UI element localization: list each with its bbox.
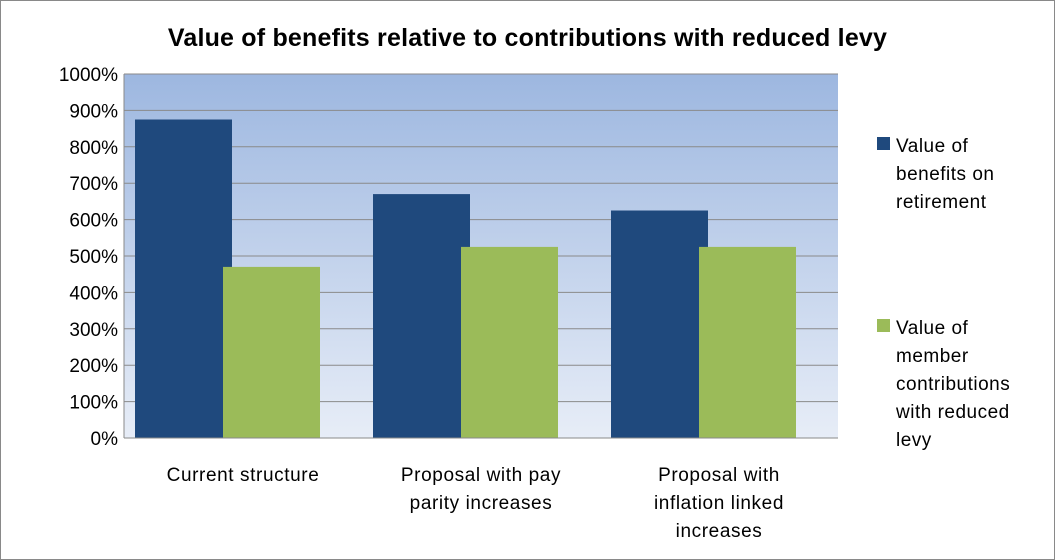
legend-swatch bbox=[877, 137, 890, 150]
y-tick-label: 600% bbox=[69, 211, 118, 232]
legend-label: Value of bbox=[896, 136, 969, 157]
y-axis-tick-labels: 0% 100% 200% 300% 400% 500% 600% 700% 800% 900% 10… bbox=[59, 65, 118, 450]
axes bbox=[123, 74, 838, 439]
bar-series-1 bbox=[373, 194, 470, 438]
bar-series-2 bbox=[699, 246, 796, 438]
y-tick-label: 500% bbox=[69, 247, 118, 268]
legend-label: with reduced bbox=[895, 402, 1010, 423]
y-tick-label: 900% bbox=[69, 101, 118, 122]
bar-series-2 bbox=[461, 246, 558, 438]
y-tick-label: 400% bbox=[69, 283, 118, 304]
x-category-label: increases bbox=[676, 521, 763, 542]
x-category-label: inflation linked bbox=[654, 493, 784, 514]
legend-label: retirement bbox=[896, 192, 987, 213]
legend: Value of benefits on retirement Value of mem… bbox=[877, 136, 1010, 451]
x-category-label: parity increases bbox=[410, 493, 553, 514]
x-category-label: Proposal with bbox=[658, 465, 780, 486]
bar-series-1 bbox=[611, 210, 708, 438]
y-tick-label: 800% bbox=[69, 138, 118, 159]
legend-label: member bbox=[896, 346, 969, 367]
legend-label: contributions bbox=[896, 374, 1010, 395]
legend-label: benefits on bbox=[896, 164, 994, 185]
chart-title: Value of benefits relative to contributi… bbox=[167, 24, 888, 52]
x-axis-category-labels: Current structure Proposal with pay parity… bbox=[167, 465, 784, 542]
x-category-label: Proposal with pay bbox=[401, 465, 561, 486]
x-category-label: Current structure bbox=[167, 465, 320, 486]
legend-swatch bbox=[877, 319, 890, 332]
y-tick-label: 1000% bbox=[59, 65, 118, 86]
y-tick-label: 100% bbox=[69, 393, 118, 414]
y-tick-label: 300% bbox=[69, 320, 118, 341]
bar-series-2 bbox=[223, 266, 320, 438]
bars bbox=[135, 119, 796, 438]
legend-label: levy bbox=[896, 430, 932, 451]
y-tick-label: 700% bbox=[69, 174, 118, 195]
bar-series-1 bbox=[135, 119, 232, 438]
y-tick-label: 0% bbox=[91, 429, 119, 450]
y-tick-label: 200% bbox=[69, 356, 118, 377]
legend-label: Value of bbox=[896, 318, 969, 339]
